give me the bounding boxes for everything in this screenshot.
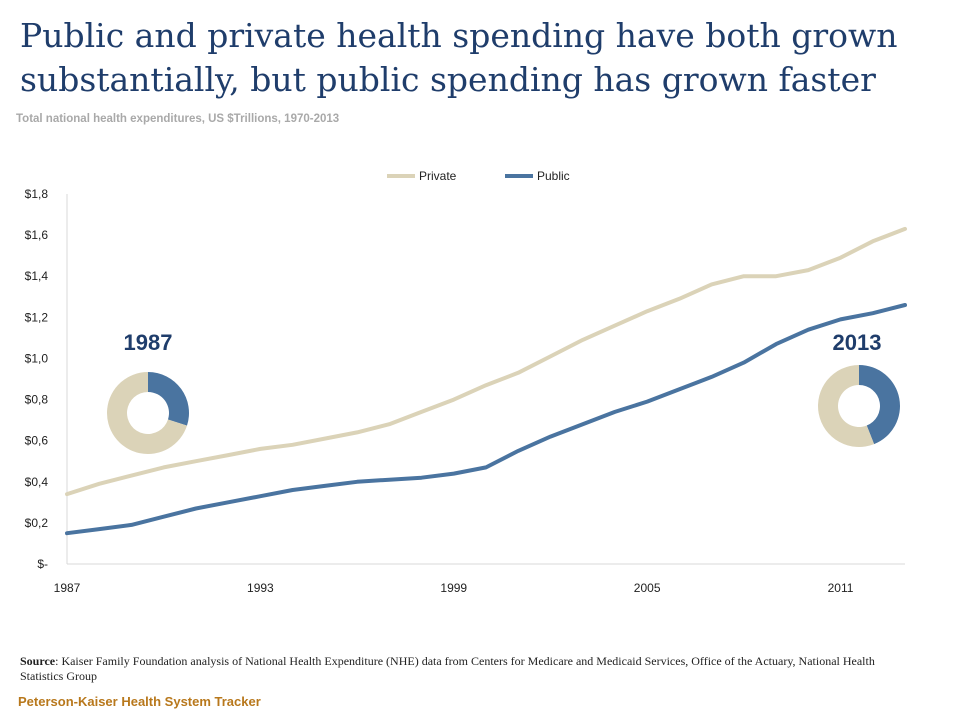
y-tick-label: $0,6 (25, 434, 49, 448)
source-text: : Kaiser Family Foundation analysis of N… (20, 654, 875, 683)
footer-brand: Peterson-Kaiser Health System Tracker (18, 694, 261, 709)
y-tick-label: $- (37, 557, 48, 571)
y-tick-label: $1,8 (25, 187, 49, 201)
x-tick-label: 1993 (247, 581, 274, 595)
chart-subtitle: Total national health expenditures, US $… (16, 113, 340, 125)
donut-year-label: 2013 (833, 330, 882, 355)
legend-label-private: Private (419, 169, 457, 183)
x-tick-label: 2011 (828, 581, 854, 595)
y-tick-label: $0,4 (25, 475, 49, 489)
series-line-private (65, 226, 907, 497)
x-tick-label: 1987 (54, 581, 81, 595)
y-tick-label: $1,4 (25, 269, 49, 283)
donut-slice-public-1987 (148, 372, 189, 426)
donut-year-label: 1987 (124, 330, 173, 355)
line-chart: $- $0,2 $0,4 $0,6 $0,8 $1,0 $1,2 $1,4 $1,6 $1,8 19… (25, 169, 907, 595)
y-tick-label: $1,2 (25, 310, 49, 324)
y-tick-label: $1,0 (25, 351, 49, 365)
y-tick-label: $1,6 (25, 228, 49, 242)
donut-slice-public-2013 (859, 365, 900, 445)
x-tick-label: 2005 (634, 581, 661, 595)
y-tick-label: $0,2 (25, 516, 49, 530)
legend-label-public: Public (537, 169, 570, 183)
source-note: Source: Kaiser Family Foundation analysi… (20, 654, 920, 684)
x-tick-label: 1999 (440, 581, 467, 595)
donut-slice-private-2013 (817, 365, 875, 447)
donut-slice-private-1987 (107, 372, 187, 454)
chart-title: Public and private health spending have … (20, 16, 898, 99)
series-line-public (65, 303, 907, 536)
source-label: Source (20, 654, 56, 668)
y-tick-label: $0,8 (25, 393, 49, 407)
